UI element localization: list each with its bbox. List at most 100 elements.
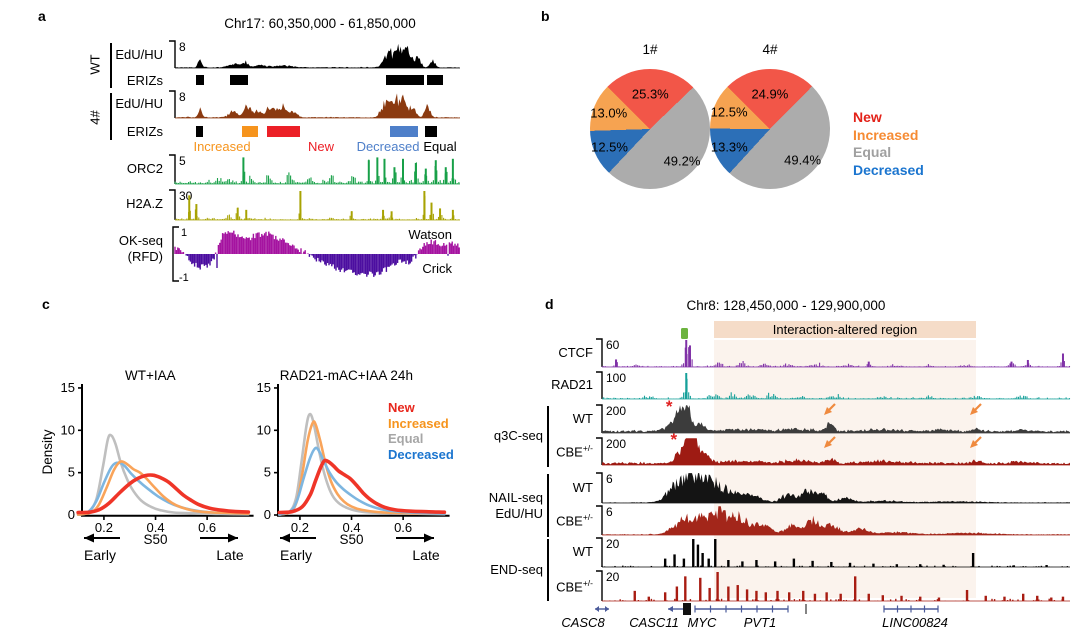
x-tick: 0.6 xyxy=(394,520,412,535)
track-label-nail_cbe: CBE+/- xyxy=(556,512,593,529)
gene-label-casc8: CASC8 xyxy=(561,615,605,630)
orange-arrow-icon xyxy=(969,436,982,448)
track-rfd-plot: 1 -1 xyxy=(172,226,460,284)
eriz-class-decreased: Decreased xyxy=(356,139,420,154)
rad21-scale: 100 xyxy=(606,371,626,385)
legend-item-increased: Increased xyxy=(853,126,919,143)
nail_wt-scale: 6 xyxy=(606,472,613,486)
eriz-box xyxy=(196,126,203,137)
panel-d-letter: d xyxy=(545,296,554,312)
x-axis-label: S50 xyxy=(340,532,364,547)
pie-slice-label: 49.2% xyxy=(663,153,701,169)
y-tick: 5 xyxy=(264,465,271,480)
h2az-scale: 30 xyxy=(179,189,193,203)
track-label-orc2: ORC2 xyxy=(126,161,163,176)
group-label-wt: WT xyxy=(87,54,103,75)
track-label-h2az: H2A.Z xyxy=(126,196,163,211)
track-rad21-plot: 100 xyxy=(596,371,1071,400)
m4_edu-scale: 8 xyxy=(179,90,186,104)
track-label-m4_edu: EdU/HU xyxy=(115,96,163,111)
pie-slice-label: 24.9% xyxy=(751,86,789,102)
track-end_cbe-plot: 20 xyxy=(596,570,1070,602)
wt_edu-scale: 8 xyxy=(179,40,186,54)
pie-legend: New Increased Equal Decreased xyxy=(853,109,924,179)
legend-item-equal: Equal xyxy=(388,431,424,446)
track-q3c_wt-plot: 200 xyxy=(596,404,1070,434)
track-label-rad21: RAD21 xyxy=(551,377,593,392)
track-label-wt_edu: EdU/HU xyxy=(115,47,163,62)
early-label: Early xyxy=(280,547,312,563)
group-bracket-2 xyxy=(547,539,549,601)
eriz-box xyxy=(426,75,443,85)
density-curve-equal xyxy=(278,412,446,516)
end_wt-scale: 20 xyxy=(606,537,620,551)
end_cbe-scale: 20 xyxy=(606,570,620,584)
x-tick: 0.4 xyxy=(342,520,360,535)
pie-slice-label: 12.5% xyxy=(591,139,628,155)
orange-arrow-icon xyxy=(969,403,982,415)
track-end_wt-plot: 20 xyxy=(596,537,1070,568)
y-tick: 10 xyxy=(257,422,271,437)
legend-item-new: New xyxy=(388,400,415,415)
pie-title-1: 1# xyxy=(642,42,658,57)
panel-c-letter: c xyxy=(42,296,50,312)
panel-b-letter: b xyxy=(541,8,550,24)
eriz-class-new: New xyxy=(307,139,335,154)
eriz-box xyxy=(385,75,425,85)
track-nail_cbe-plot: 6 xyxy=(596,505,1070,536)
eriz-box xyxy=(424,126,437,137)
gene-label-casc11: CASC11 xyxy=(629,615,679,630)
eriz-box xyxy=(389,126,419,137)
group-label-4: 4# xyxy=(87,110,103,125)
orc2-scale: 5 xyxy=(179,154,186,168)
rfd-scale: -1 xyxy=(179,272,189,284)
track-label-eriz_wt: ERIZs xyxy=(126,73,163,88)
eriz-box xyxy=(196,75,205,85)
y-tick: 5 xyxy=(68,465,75,480)
legend-item-increased: Increased xyxy=(388,415,449,431)
panel-d-title: Chr8: 128,450,000 - 129,900,000 xyxy=(686,298,886,313)
x-axis-label: S50 xyxy=(144,532,168,547)
q3c_wt-scale: 200 xyxy=(606,404,626,418)
group-label2: EdU/HU xyxy=(495,506,543,521)
early-label: Early xyxy=(84,547,116,563)
density-curve-equal xyxy=(76,433,250,516)
track-ctcf-plot: 60 xyxy=(596,338,1071,368)
track-label-ctcf: CTCF xyxy=(558,344,593,360)
group-label-end-seq: END-seq xyxy=(490,562,543,577)
asterisk-marker: * xyxy=(670,430,678,449)
pie-slice-label: 13.3% xyxy=(710,139,748,155)
track-h2az-plot: 30 xyxy=(169,189,460,221)
group-bracket-0 xyxy=(547,406,549,467)
track-m4_edu-plot: 8 xyxy=(169,90,460,119)
eriz-box xyxy=(266,126,300,137)
density-plot-1: WT+IAA 0 5 10 15 0.2 0.4 0.6 S50 Early Late Density xyxy=(40,368,254,563)
track-eriz_4 xyxy=(165,126,460,137)
group-label-q3c-seq: q3C-seq xyxy=(493,428,543,443)
nail_cbe-scale: 6 xyxy=(606,505,613,519)
density-title-2: RAD21-mAC+IAA 24h xyxy=(280,368,413,383)
late-label: Late xyxy=(412,547,439,563)
pie-slice-label: 12.5% xyxy=(710,104,748,120)
gene-track xyxy=(595,603,939,615)
density-curve-increased xyxy=(76,460,250,516)
eriz-box xyxy=(230,75,248,85)
gene-label-linc00824: LINC00824 xyxy=(882,615,948,630)
y-tick: 10 xyxy=(61,422,75,437)
group-wt-bracket xyxy=(110,43,112,88)
ctcf-scale: 60 xyxy=(606,338,620,352)
late-label: Late xyxy=(216,547,243,563)
crick-label: Crick xyxy=(422,261,452,276)
track-eriz_wt xyxy=(165,75,460,85)
pie-chart-1# xyxy=(590,69,710,189)
q3c_cbe-scale: 200 xyxy=(606,437,626,451)
group-label-nail-seq: NAIL-seq xyxy=(488,490,543,505)
x-tick: 0.2 xyxy=(95,520,113,535)
track-label-q3c_cbe: CBE+/- xyxy=(556,443,593,460)
density-plot-2: RAD21-mAC+IAA 24h 0 5 10 15 0.2 0.4 0.6 S50 Early… xyxy=(257,368,450,563)
legend-item-equal: Equal xyxy=(853,144,892,160)
track-label-end_wt: WT xyxy=(572,544,593,559)
y-tick: 0 xyxy=(68,507,75,522)
legend-item-new: New xyxy=(853,109,882,125)
